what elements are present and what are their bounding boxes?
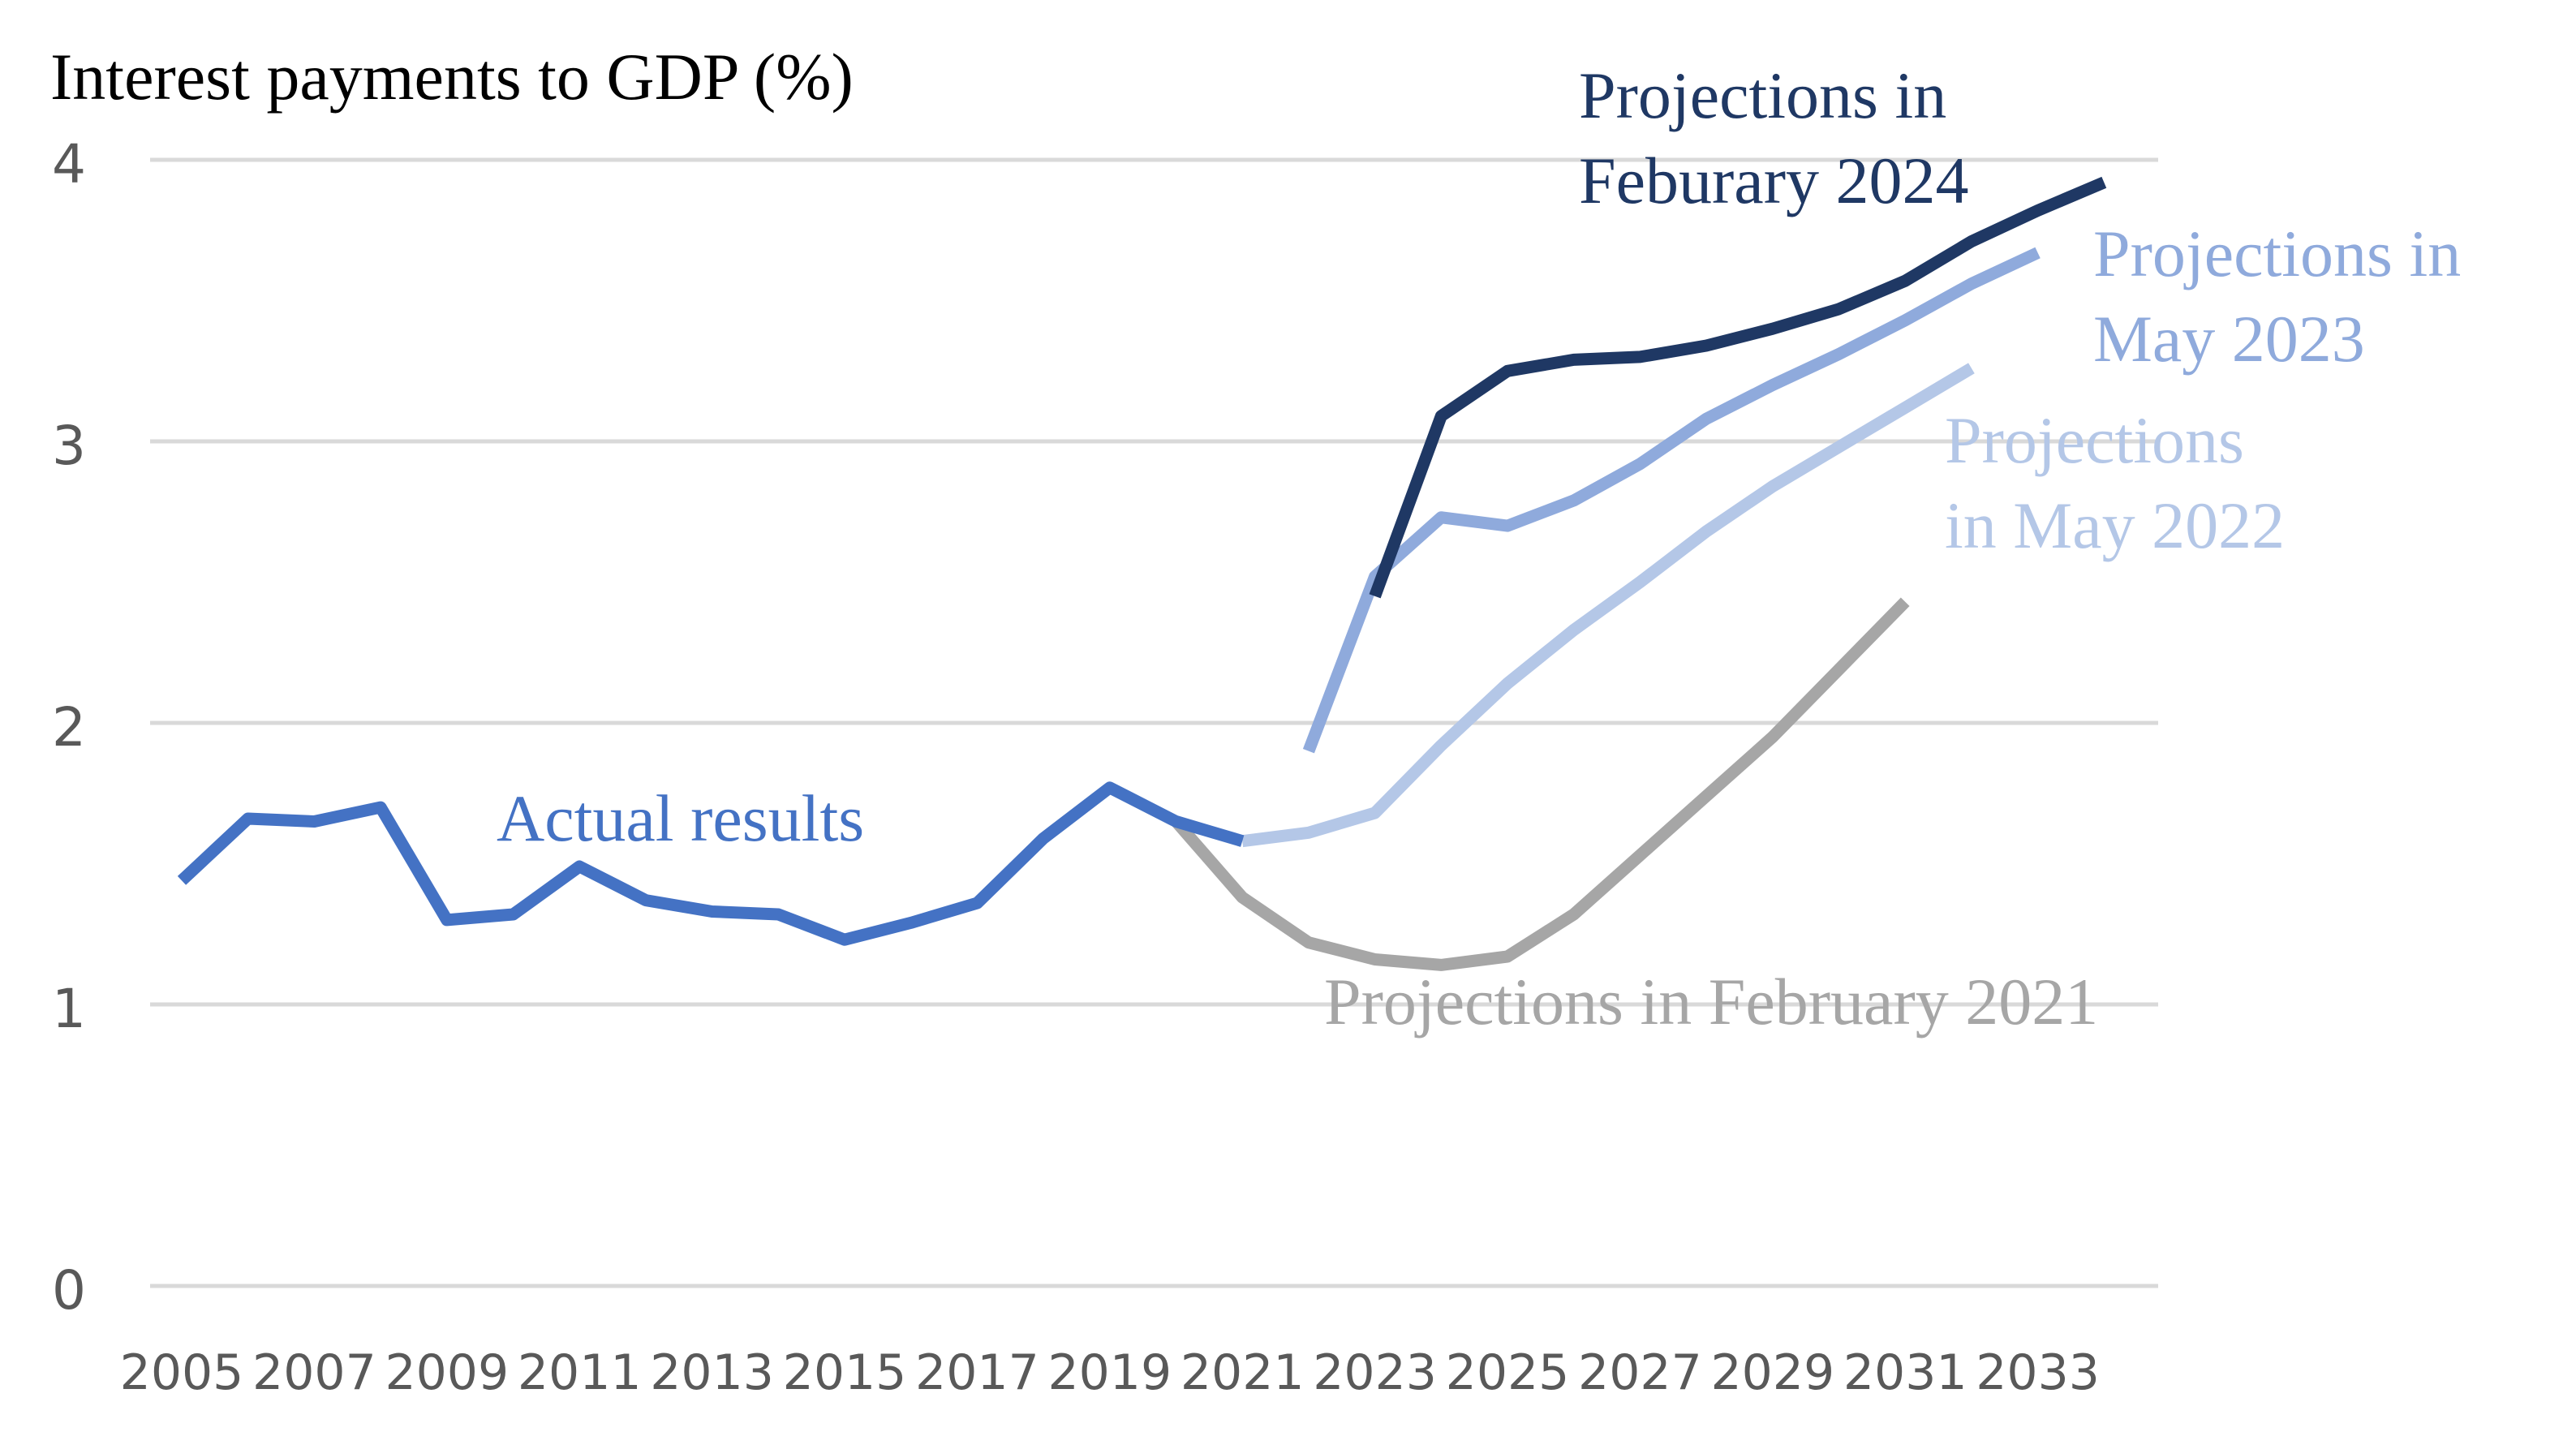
series-label: May 2023 — [2093, 302, 2365, 376]
x-tick-label: 2007 — [252, 1344, 376, 1401]
x-tick-label: 2033 — [1976, 1344, 2100, 1401]
x-tick-label: 2023 — [1313, 1344, 1437, 1401]
x-axis-ticks: 2005 2007 2009 2011 2013 2015 2017 2019 2021 2023… — [120, 1344, 2100, 1401]
series-label: Feburary 2024 — [1579, 144, 1969, 217]
series-label: Projections in — [1579, 58, 1946, 132]
series-lines — [177, 176, 2107, 971]
y-tick-label: 0 — [52, 1259, 86, 1322]
series-label: Actual results — [497, 781, 864, 855]
series-labels: Projections in February 2021 Projections i… — [497, 58, 2461, 1039]
x-tick-label: 2029 — [1710, 1344, 1834, 1401]
y-tick-label: 1 — [52, 978, 86, 1040]
x-tick-label: 2025 — [1446, 1344, 1570, 1401]
y-tick-label: 2 — [52, 696, 86, 759]
x-tick-label: 2013 — [650, 1344, 774, 1401]
series-line-2 — [1302, 247, 2041, 754]
y-tick-label: 3 — [52, 415, 86, 477]
series-line-3 — [1369, 176, 2107, 599]
x-tick-label: 2011 — [518, 1344, 642, 1401]
series-label: Projections in — [2093, 217, 2461, 290]
x-tick-label: 2017 — [915, 1344, 1039, 1401]
x-tick-label: 2027 — [1578, 1344, 1702, 1401]
series-line-4 — [177, 781, 1245, 946]
series-label: Projections in February 2021 — [1324, 965, 2098, 1039]
series-label: Projections — [1945, 403, 2244, 477]
series-line-1 — [1241, 363, 1975, 848]
x-tick-label: 2009 — [385, 1344, 509, 1401]
chart-title: Interest payments to GDP (%) — [50, 40, 854, 114]
x-tick-label: 2021 — [1180, 1344, 1305, 1401]
x-tick-label: 2031 — [1843, 1344, 1967, 1401]
y-tick-label: 4 — [52, 133, 86, 196]
x-tick-label: 2015 — [783, 1344, 907, 1401]
x-tick-label: 2019 — [1047, 1344, 1172, 1401]
series-line-0 — [1171, 597, 1910, 971]
series-label: in May 2022 — [1945, 488, 2285, 562]
gridlines — [150, 157, 2158, 1288]
x-tick-label: 2005 — [120, 1344, 244, 1401]
y-axis-ticks: 0 1 2 3 4 — [52, 133, 86, 1322]
